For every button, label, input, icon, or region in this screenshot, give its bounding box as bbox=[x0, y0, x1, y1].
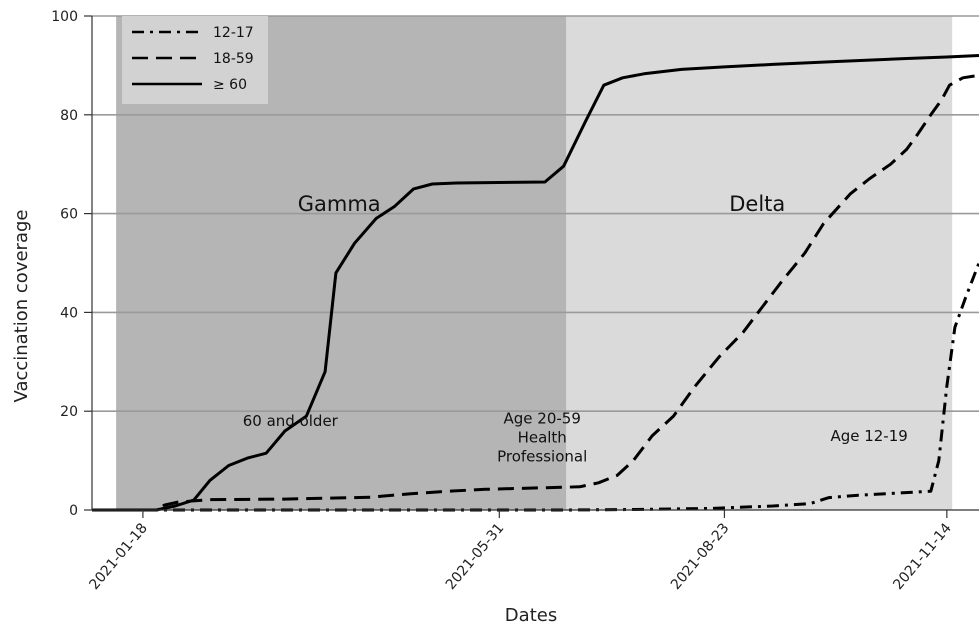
y-tick-label-80: 80 bbox=[60, 108, 78, 124]
x-tick-label-2021-08-23: 2021-08-23 bbox=[668, 520, 733, 593]
legend-label-2: ≥ 60 bbox=[213, 77, 247, 93]
annotation-line: Age 12-19 bbox=[830, 427, 907, 445]
x-tick-label-2021-11-14: 2021-11-14 bbox=[890, 520, 955, 593]
y-tick-label-40: 40 bbox=[60, 305, 78, 321]
annotation-1: Age 20-59 Health Professional bbox=[497, 410, 587, 466]
series-line-1217 bbox=[92, 262, 979, 512]
region-label-gamma: Gamma bbox=[298, 192, 381, 216]
y-tick-label-60: 60 bbox=[60, 207, 78, 223]
annotation-line: 60 and older bbox=[243, 412, 339, 430]
annotation-2: Age 12-19 bbox=[830, 427, 907, 445]
y-axis-title: Vaccination coverage bbox=[11, 210, 32, 403]
annotation-line: Professional bbox=[497, 448, 587, 466]
annotations: 60 and older Age 20-59 Health ProfessionalA… bbox=[243, 410, 908, 466]
annotation-line: Health bbox=[518, 429, 567, 447]
y-tick-label-0: 0 bbox=[69, 503, 78, 519]
x-tick-label-2021-01-18: 2021-01-18 bbox=[86, 520, 151, 593]
legend-label-0: 12-17 bbox=[213, 25, 254, 41]
series-lines bbox=[92, 54, 979, 512]
x-axis-title: Dates bbox=[505, 605, 557, 624]
legend: 12-17 18-59 ≥ 60 bbox=[122, 16, 268, 104]
annotation-0: 60 and older bbox=[243, 412, 339, 430]
y-tick-label-100: 100 bbox=[51, 9, 78, 25]
region-delta bbox=[566, 16, 953, 510]
annotation-line: Age 20-59 bbox=[504, 410, 581, 428]
legend-label-1: 18-59 bbox=[213, 51, 254, 67]
y-tick-label-20: 20 bbox=[60, 404, 78, 420]
legend-box bbox=[122, 16, 268, 104]
x-tick-label-2021-05-31: 2021-05-31 bbox=[443, 520, 508, 593]
series-line-60 bbox=[92, 54, 979, 512]
series-line-1859 bbox=[92, 73, 979, 512]
region-label-delta: Delta bbox=[729, 192, 785, 216]
